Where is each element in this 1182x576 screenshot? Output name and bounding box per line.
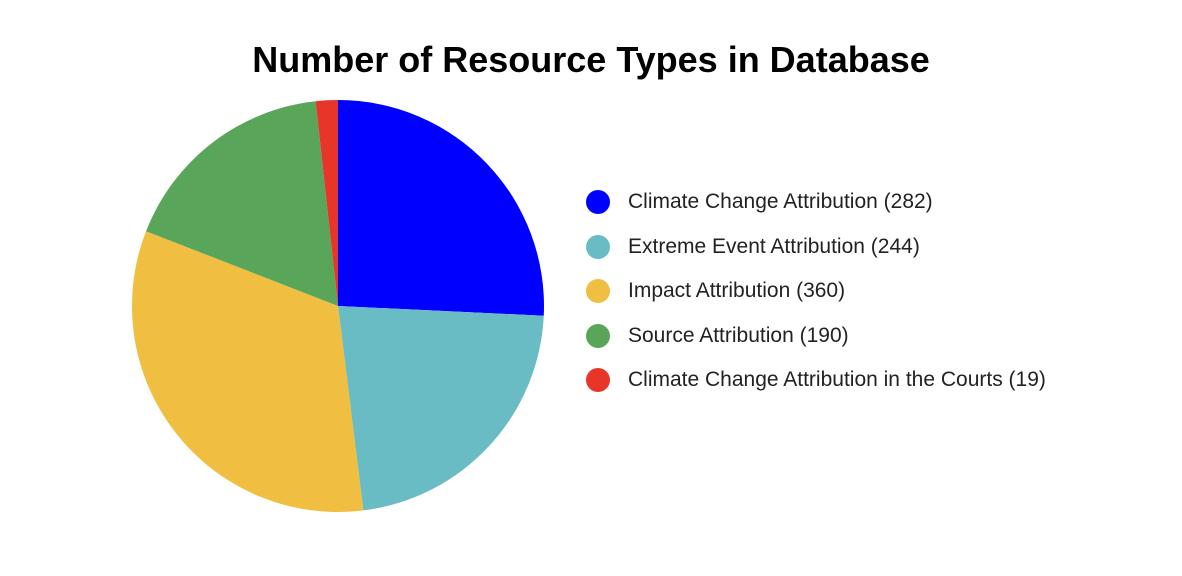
legend-item: Extreme Event Attribution (244) <box>586 225 1176 270</box>
legend-item: Impact Attribution (360) <box>586 269 1176 314</box>
legend-item: Source Attribution (190) <box>586 314 1176 359</box>
pie-slice-3 <box>146 101 338 306</box>
chart-title: Number of Resource Types in Database <box>252 39 930 80</box>
legend-label: Impact Attribution (360) <box>628 279 846 303</box>
chart-legend: Climate Change Attribution (282) Extreme… <box>586 180 1176 403</box>
pie-slice-4 <box>315 100 338 306</box>
legend-marker-icon <box>586 190 610 215</box>
legend-marker-icon <box>586 323 610 348</box>
legend-marker-icon <box>586 279 610 304</box>
legend-item: Climate Change Attribution in the Courts… <box>586 358 1176 403</box>
legend-label: Source Attribution (190) <box>628 323 849 347</box>
legend-label: Climate Change Attribution (282) <box>628 190 933 214</box>
pie-slice-0 <box>338 100 544 316</box>
legend-item: Climate Change Attribution (282) <box>586 180 1176 225</box>
legend-marker-icon <box>586 368 610 393</box>
legend-marker-icon <box>586 234 610 259</box>
legend-label: Extreme Event Attribution (244) <box>628 234 920 258</box>
pie-slices <box>131 100 544 512</box>
legend-label: Climate Change Attribution in the Courts… <box>628 368 1046 392</box>
pie-slice-2 <box>131 231 364 512</box>
pie-slice-1 <box>338 306 544 511</box>
